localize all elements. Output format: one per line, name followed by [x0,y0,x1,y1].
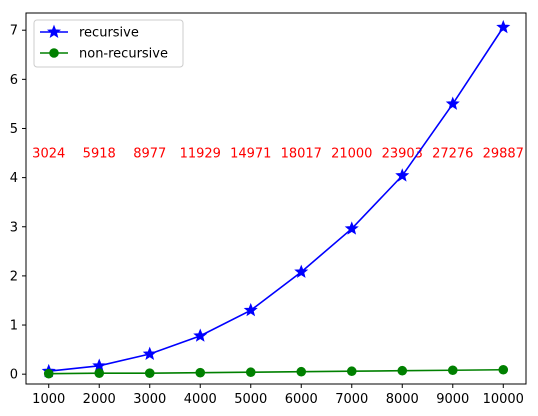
annotation-label: 11929 [180,147,221,162]
x-tick-label: 8000 [386,392,419,407]
data-point [395,168,410,182]
annotation-label: 29887 [483,147,524,162]
x-tick-label: 9000 [436,392,469,407]
series-layer [41,19,511,379]
annotation-label: 21000 [331,147,372,162]
legend-label: non-recursive [79,47,168,62]
y-tick-label: 3 [10,220,18,235]
y-tick-label: 6 [10,73,18,88]
legend-box [33,19,184,68]
data-point [294,264,309,278]
data-point [243,302,258,317]
annotation-label: 27276 [432,147,473,162]
series-line [48,368,504,375]
series-line [48,26,504,373]
data-point [195,367,206,378]
data-point [447,365,458,376]
y-tick-label: 1 [10,319,18,334]
legend-marker [46,24,62,38]
data-point [144,368,155,378]
legend: recursive non-recursive [33,19,184,68]
x-tick-label: 7000 [335,392,368,407]
annotation-labels: 3024 5918 8977 11929 14971 18017 21000 23903 272… [32,147,524,162]
x-tick-label: 5000 [234,392,267,407]
x-tick-label: 2000 [83,392,116,407]
x-tick-label: 3000 [133,392,166,407]
x-tick-label: 4000 [184,392,217,407]
plot-area [25,12,527,385]
data-point [43,368,54,379]
data-point [397,365,408,376]
x-axis: 1000 2000 3000 4000 5000 6000 7000 8000 9000 1000… [32,384,524,407]
y-tick-label: 2 [10,269,18,284]
annotation-label: 18017 [281,147,322,162]
series-non-recursive [43,364,509,379]
data-point [94,368,105,378]
data-point [296,366,307,377]
data-point [346,366,357,377]
x-tick-label: 6000 [285,392,318,407]
annotation-label: 23903 [382,147,423,162]
annotation-label: 5918 [83,147,116,162]
data-point [193,328,208,342]
data-point [498,364,509,375]
y-tick-label: 5 [10,122,18,137]
annotation-label: 14971 [230,147,271,162]
x-tick-label: 10000 [483,392,524,407]
data-point [142,346,157,360]
data-point [496,19,511,34]
annotation-label: 8977 [133,147,166,162]
legend-entry: non-recursive [40,47,168,62]
y-tick-label: 4 [10,171,18,186]
x-tick-label: 1000 [32,392,65,407]
legend-entry: recursive [40,24,139,41]
data-point [445,96,460,110]
legend-marker [49,48,59,58]
y-tick-label: 0 [10,368,18,383]
annotation-label: 3024 [32,147,65,162]
y-axis: 0 1 2 3 4 5 6 7 [10,24,26,383]
data-point [245,367,256,378]
y-tick-label: 7 [10,24,18,39]
data-point [344,221,359,235]
legend-label: recursive [79,26,139,41]
